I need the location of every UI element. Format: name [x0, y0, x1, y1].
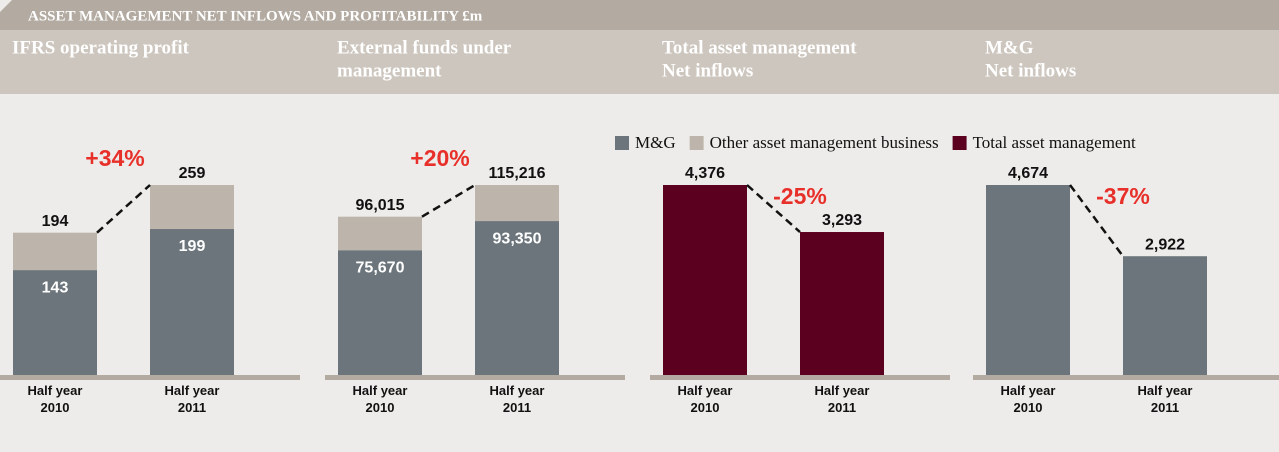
change-annotation: -25% [773, 183, 827, 209]
baseline [0, 375, 300, 380]
total-label: 96,015 [356, 197, 405, 214]
total-label: 259 [179, 165, 206, 182]
header-title: ASSET MANAGEMENT NET INFLOWS AND PROFITA… [28, 8, 483, 24]
value-label: 93,350 [493, 230, 542, 247]
panel-title: Net inflows [985, 60, 1076, 81]
panel-title: management [337, 60, 442, 81]
panel-title: External funds under [337, 37, 512, 58]
legend-label: Other asset management business [710, 133, 939, 152]
x-tick-label: Half year 2011 [1137, 383, 1193, 415]
x-tick-label: Half year 2011 [489, 383, 545, 415]
bar [1123, 256, 1207, 375]
bar [986, 185, 1070, 375]
total-label: 194 [42, 213, 69, 230]
legend-label: M&G [635, 133, 676, 152]
panel-title: M&G [985, 37, 1034, 58]
bar [663, 185, 747, 375]
change-connector [96, 184, 151, 234]
legend-label: Total asset management [973, 133, 1136, 152]
value-label: 4,674 [1008, 165, 1048, 182]
x-tick-label: Half year 2010 [677, 383, 733, 415]
x-tick-label: Half year 2011 [814, 383, 870, 415]
change-annotation: +20% [410, 145, 469, 171]
baseline [650, 375, 950, 380]
total-label: 115,216 [489, 165, 546, 182]
change-annotation: +34% [85, 145, 144, 171]
legend-swatch [952, 136, 967, 150]
change-connector [746, 184, 801, 233]
x-tick-label: Half year 2010 [352, 383, 408, 415]
baseline [973, 375, 1279, 380]
bar [800, 232, 884, 375]
bar [475, 185, 559, 222]
bar [475, 221, 559, 375]
panel-title: Total asset management [662, 37, 857, 58]
baseline [325, 375, 625, 380]
legend-swatch [615, 136, 629, 150]
header-band [0, 0, 1279, 30]
value-label: 2,922 [1145, 236, 1185, 253]
title-band [0, 30, 1279, 94]
value-label: 143 [42, 279, 69, 296]
bar [13, 232, 97, 271]
value-label: 3,293 [822, 212, 862, 229]
change-connector [1068, 184, 1125, 257]
x-tick-label: Half year 2011 [164, 383, 220, 415]
legend-swatch [689, 136, 704, 150]
change-connector [421, 183, 476, 218]
bar [338, 216, 422, 251]
panel-title: Net inflows [662, 60, 753, 81]
change-annotation: -37% [1096, 183, 1150, 209]
value-label: 75,670 [356, 259, 405, 276]
x-tick-label: Half year 2010 [1000, 383, 1056, 415]
bar [338, 250, 422, 375]
bar [13, 270, 97, 375]
bar [150, 229, 234, 375]
x-tick-label: Half year 2010 [27, 383, 83, 415]
value-label: 199 [179, 238, 206, 255]
panel-title: IFRS operating profit [12, 37, 190, 58]
value-label: 4,376 [685, 165, 725, 182]
bar [150, 185, 234, 230]
